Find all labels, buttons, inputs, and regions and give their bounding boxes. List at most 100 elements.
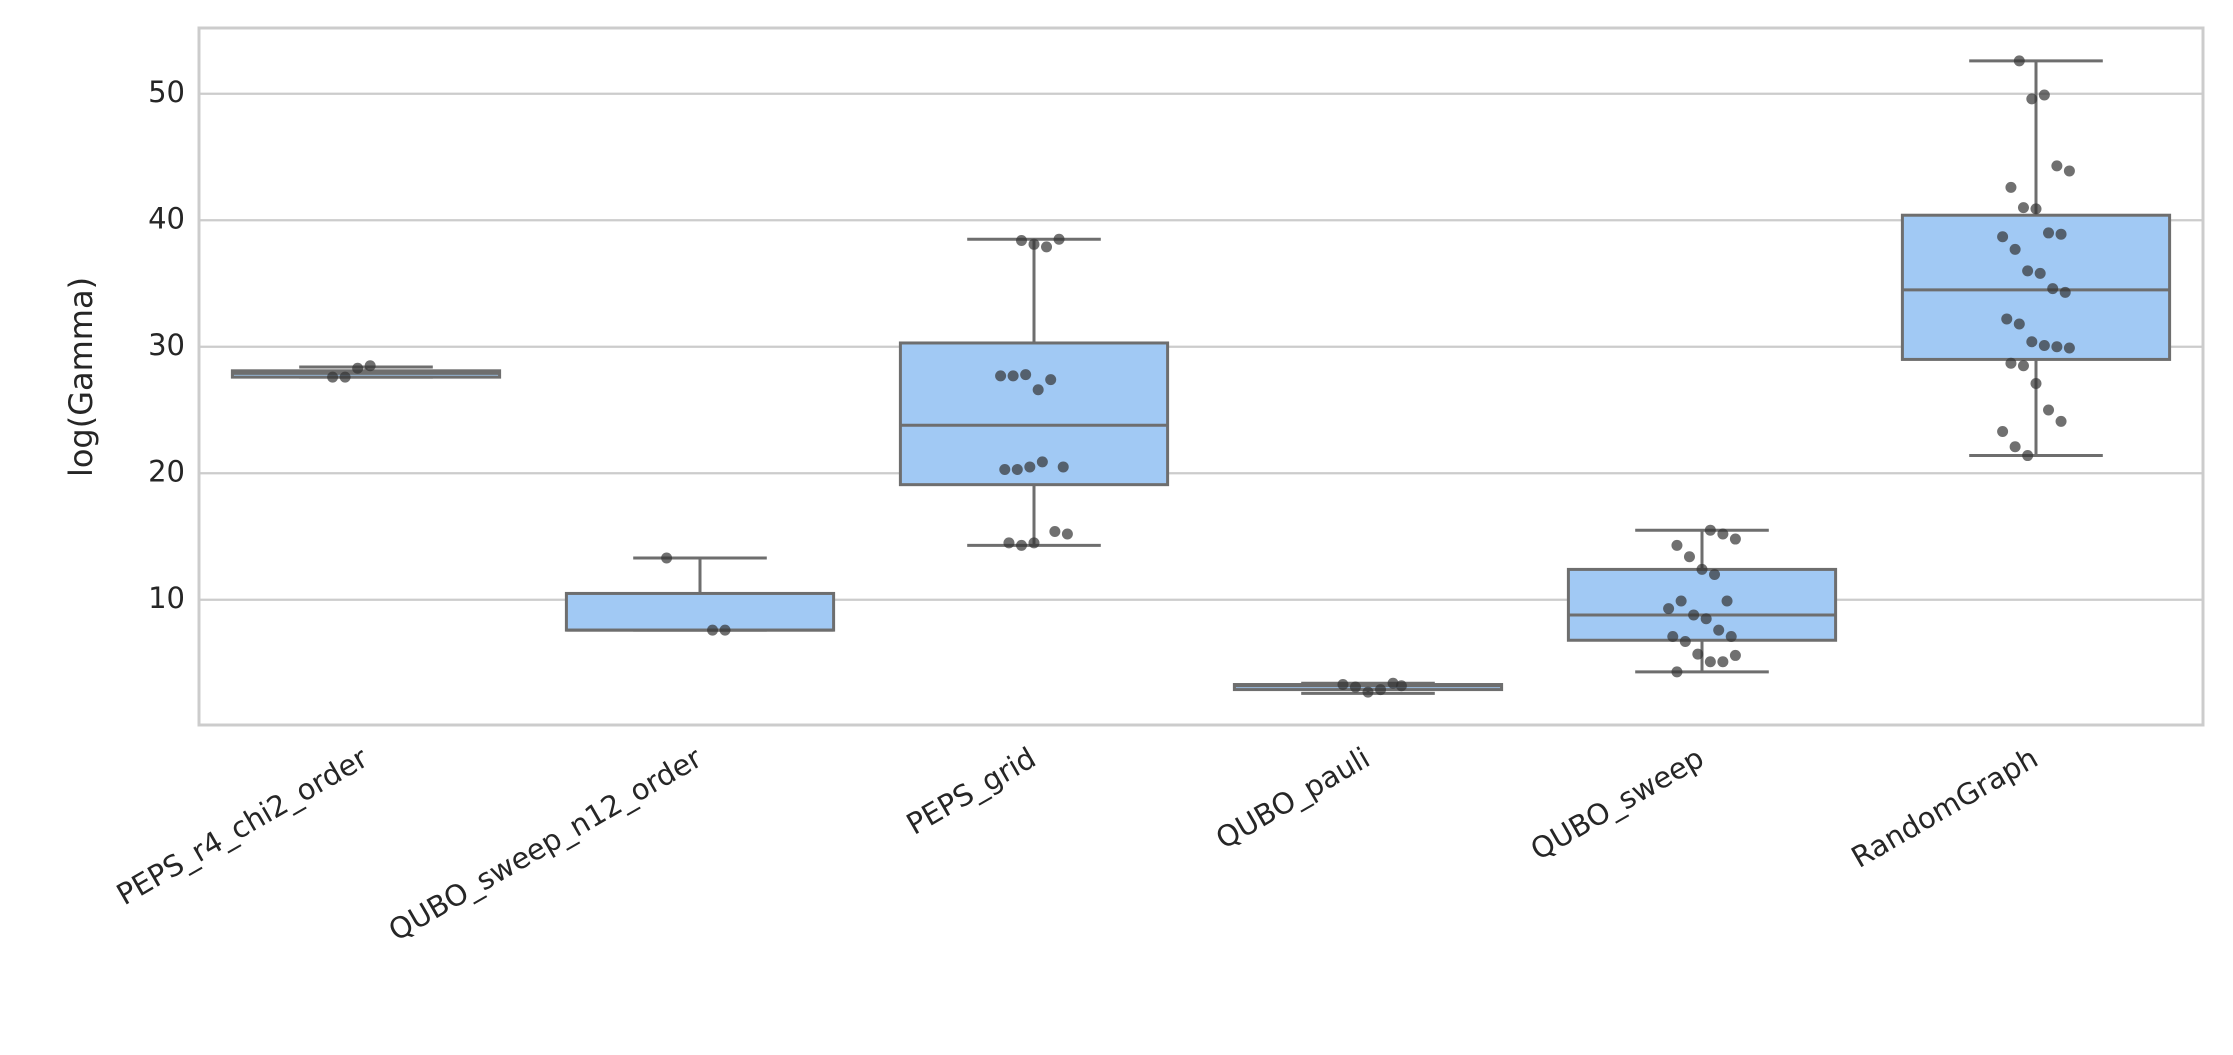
point (995, 370, 1007, 382)
y-tick-label: 10 (148, 581, 185, 615)
y-tick-label: 20 (148, 454, 185, 488)
point (2051, 341, 2063, 353)
plot-frame (197, 26, 2205, 727)
box (1900, 213, 2172, 361)
point (2043, 227, 2055, 239)
point (2009, 243, 2021, 255)
point (1057, 461, 1069, 473)
point (339, 371, 351, 383)
box (564, 591, 836, 632)
point (327, 371, 339, 383)
point (1709, 568, 1721, 580)
point (1663, 603, 1675, 615)
point (1725, 630, 1737, 642)
point (1349, 681, 1361, 693)
x-tick-label: QUBO_sweep (1525, 741, 1710, 867)
point (2055, 228, 2067, 240)
point (1041, 241, 1053, 253)
point (2063, 165, 2075, 177)
point (2047, 283, 2059, 295)
x-tick-label: QUBO_sweep_n12_order (383, 741, 708, 948)
point (1704, 524, 1716, 536)
point (2038, 340, 2050, 352)
point (2043, 404, 2055, 416)
point (1015, 539, 1027, 551)
point (1696, 563, 1708, 575)
point (1337, 679, 1349, 691)
point (2030, 377, 2042, 389)
x-tick-label: RandomGraph (1845, 741, 2043, 875)
point (2013, 318, 2025, 330)
point (2051, 160, 2063, 172)
point (2017, 202, 2029, 214)
point (2009, 441, 2021, 453)
point (1028, 537, 1040, 549)
y-tick-label: 30 (148, 328, 185, 362)
point (999, 463, 1011, 475)
point (1717, 656, 1729, 668)
point (2013, 55, 2025, 67)
point (1032, 384, 1044, 396)
x-tick-label: QUBO_pauli (1210, 741, 1375, 856)
point (1692, 648, 1704, 660)
point (1024, 461, 1036, 473)
point (2022, 265, 2034, 277)
point (2034, 267, 2046, 279)
y-axis-label: log(Gamma) (62, 277, 100, 477)
point (661, 552, 673, 564)
point (1688, 609, 1700, 621)
y-tick-label: 50 (148, 75, 185, 109)
point (1003, 537, 1015, 549)
point (1667, 630, 1679, 642)
point (1028, 238, 1040, 250)
box (1566, 567, 1838, 642)
point (1717, 528, 1729, 540)
point (2005, 181, 2017, 193)
point (1015, 235, 1027, 247)
point (2026, 336, 2038, 348)
point (1729, 649, 1741, 661)
point (1375, 684, 1387, 696)
point (1049, 525, 1061, 537)
point (1020, 369, 1032, 381)
point (2001, 313, 2013, 325)
point (1061, 528, 1073, 540)
point (2026, 93, 2038, 105)
point (2055, 415, 2067, 427)
box (898, 341, 1170, 487)
point (1713, 624, 1725, 636)
point (2005, 357, 2017, 369)
point (1997, 426, 2009, 438)
x-tick-label: PEPS_r4_chi2_order (111, 741, 374, 912)
point (707, 624, 719, 636)
point (1011, 463, 1023, 475)
point (719, 624, 731, 636)
point (352, 362, 364, 374)
point (364, 360, 376, 372)
point (1671, 666, 1683, 678)
point (1395, 680, 1407, 692)
point (1700, 613, 1712, 625)
point (1997, 231, 2009, 243)
point (2022, 450, 2034, 462)
point (1053, 233, 1065, 245)
point (1036, 456, 1048, 468)
point (2038, 89, 2050, 101)
y-tick-label: 40 (148, 201, 185, 235)
point (1683, 551, 1695, 563)
point (1675, 595, 1687, 607)
point (2017, 360, 2029, 372)
x-tick-label: PEPS_grid (901, 741, 1042, 842)
point (1007, 370, 1019, 382)
point (2059, 286, 2071, 298)
point (1362, 686, 1374, 698)
point (1721, 595, 1733, 607)
point (1729, 533, 1741, 545)
point (2063, 342, 2075, 354)
point (1671, 539, 1683, 551)
point (1704, 656, 1716, 668)
point (1387, 677, 1399, 689)
point (2030, 203, 2042, 215)
point (1045, 374, 1057, 386)
